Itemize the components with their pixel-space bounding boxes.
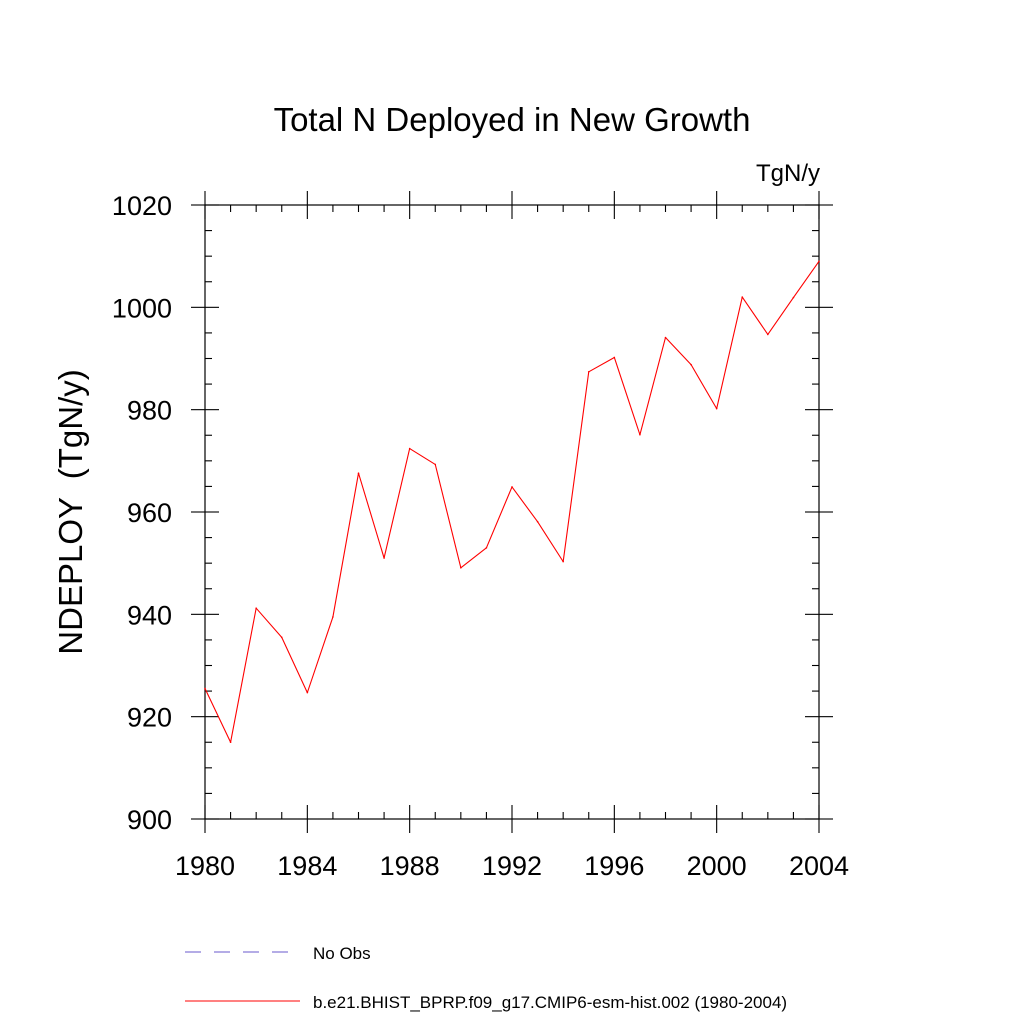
x-tick-label: 1992 (482, 851, 542, 881)
data-point (306, 691, 309, 694)
data-point (280, 636, 283, 639)
data-point (357, 472, 360, 474)
data-point (613, 356, 616, 359)
data-point (587, 371, 590, 373)
data-point (255, 607, 257, 609)
data-point (690, 363, 692, 366)
x-tick-label: 2004 (789, 851, 849, 881)
data-point (332, 616, 334, 618)
y-tick-label: 900 (127, 805, 172, 835)
series-line-0 (204, 260, 820, 743)
y-tick-label: 960 (127, 498, 172, 528)
x-tick-label: 1988 (380, 851, 440, 881)
data-point (767, 333, 769, 336)
legend-label-0: No Obs (313, 944, 371, 963)
legend: No Obs b.e21.BHIST_BPRP.f09_g17.CMIP6-esm… (185, 944, 787, 1012)
data-point (408, 447, 411, 450)
data-point (818, 260, 820, 263)
data-point (485, 547, 488, 549)
data-point (229, 741, 232, 744)
y-tick-label: 920 (127, 703, 172, 733)
y-axis-label: NDEPLOY (TgN/y) (52, 369, 89, 654)
y-tick-label: 980 (127, 396, 172, 426)
data-point (741, 296, 744, 298)
legend-label-1: b.e21.BHIST_BPRP.f09_g17.CMIP6-esm-hist.… (313, 993, 787, 1012)
data-point (511, 486, 513, 488)
x-tick-label: 1984 (277, 851, 337, 881)
series-layer (204, 260, 820, 744)
y-tick-label: 1000 (112, 293, 172, 323)
data-point (434, 463, 437, 466)
y-tick-label: 940 (127, 600, 172, 630)
y-tick-label: 1020 (112, 191, 172, 221)
data-point (792, 296, 795, 299)
data-point (664, 336, 667, 339)
chart-title: Total N Deployed in New Growth (274, 101, 751, 138)
axis-ticks: 1980 1984 1988 1992 1996 2000 2004 900 920 940 960… (112, 191, 849, 881)
x-tick-label: 1996 (584, 851, 644, 881)
data-point (383, 557, 385, 559)
data-point (536, 520, 539, 523)
data-point (204, 687, 206, 690)
x-tick-label: 1980 (175, 851, 235, 881)
data-point (639, 433, 641, 436)
data-point (460, 566, 462, 569)
data-point (715, 407, 718, 410)
data-point (562, 560, 564, 563)
x-tick-label: 2000 (687, 851, 747, 881)
units-label: TgN/y (756, 160, 820, 187)
plot-frame (204, 204, 820, 820)
